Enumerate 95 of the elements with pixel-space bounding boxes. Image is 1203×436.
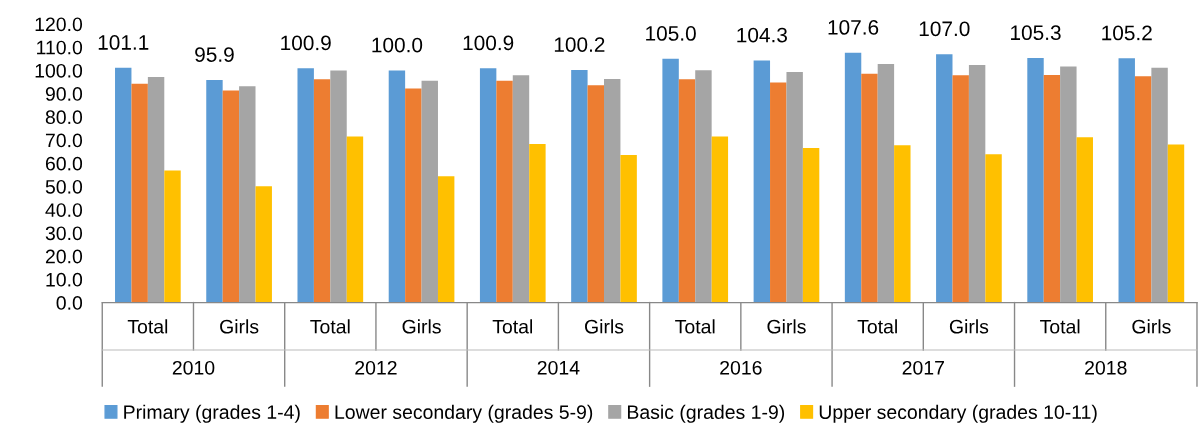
data-label: 100.9 — [463, 35, 514, 51]
bar — [571, 69, 588, 303]
bar — [164, 170, 181, 303]
data-label: 100.9 — [281, 35, 331, 51]
bar — [388, 70, 406, 303]
x-tick-label: Girls — [949, 319, 989, 334]
bar — [968, 65, 986, 303]
bar — [239, 86, 256, 303]
text: 2014 — [537, 360, 580, 375]
legend-label: Basic (grades 1-9) — [627, 404, 785, 423]
bar — [437, 176, 455, 303]
legend-label: Primary (grades 1-4) — [124, 404, 300, 423]
y-tick-label: 90.0 — [45, 87, 83, 101]
x-tick-label: Girls — [767, 319, 806, 334]
bar — [496, 80, 513, 303]
bar — [479, 68, 497, 303]
bar — [604, 79, 621, 303]
data-label: 100.2 — [554, 37, 605, 52]
bar — [753, 60, 771, 303]
bar — [512, 75, 530, 303]
y-tick-label: 50.0 — [45, 179, 83, 194]
y-tick-label: 40.0 — [45, 203, 83, 217]
bar — [115, 67, 132, 303]
x-tick-label: Total — [310, 319, 350, 334]
bar — [620, 154, 637, 303]
text: 2018 — [1085, 360, 1127, 375]
y-tick-label: 60.0 — [45, 156, 83, 171]
text: 2012 — [355, 360, 397, 375]
bar — [421, 80, 438, 303]
x-tick-label: Girls — [1132, 319, 1171, 334]
data-label: 100.0 — [372, 37, 423, 53]
bar — [346, 136, 364, 303]
x-tick-label: Total — [492, 319, 533, 334]
x-tick-label: Total — [127, 319, 168, 334]
x-tick-label: Total — [1040, 319, 1080, 334]
bar — [844, 52, 862, 303]
y-tick-label: 100.0 — [35, 63, 83, 78]
y-tick-label: 30.0 — [45, 226, 83, 241]
legend-label: Lower secondary (grades 5-9) — [335, 404, 593, 423]
y-tick-label: 80.0 — [45, 110, 83, 125]
bar — [1151, 67, 1168, 303]
data-label: 107.6 — [828, 20, 879, 35]
bar — [1118, 58, 1135, 303]
x-tick-label: Girls — [402, 319, 441, 334]
x-tick-label: Total — [857, 319, 897, 334]
x-tick-label: Total — [675, 319, 715, 334]
y-tick-label: 10.0 — [46, 272, 83, 287]
bar — [206, 79, 223, 303]
y-tick-label: 0.0 — [56, 296, 83, 310]
data-label: 105.3 — [1011, 25, 1061, 41]
bar — [297, 68, 314, 303]
bar — [985, 154, 1002, 303]
bar — [894, 145, 911, 303]
bar — [877, 63, 895, 303]
bar — [1043, 75, 1061, 303]
bar — [711, 136, 729, 303]
data-label: 107.0 — [919, 21, 970, 37]
bar — [255, 186, 272, 303]
bar — [678, 79, 696, 303]
x-tick-label: Girls — [585, 319, 624, 334]
bar — [405, 88, 422, 303]
legend-label: Upper secondary (grades 10-11) — [819, 404, 1097, 423]
bar — [330, 70, 347, 303]
bar — [222, 90, 240, 303]
y-tick-label: 70.0 — [45, 133, 83, 148]
bar — [786, 72, 803, 303]
bar — [1134, 76, 1152, 303]
text: 2017 — [902, 360, 944, 375]
bar — [936, 54, 953, 303]
y-tick-label: 110.0 — [37, 40, 83, 55]
data-label: 101.1 — [98, 35, 149, 50]
bar — [952, 75, 969, 303]
bar — [131, 83, 148, 303]
bar — [861, 73, 878, 303]
bar — [662, 58, 679, 303]
data-label: 104.3 — [737, 27, 787, 43]
bar — [587, 85, 605, 303]
bar — [802, 147, 820, 303]
x-tick-label: Girls — [220, 319, 259, 334]
data-label: 105.2 — [1102, 25, 1152, 41]
bar — [313, 79, 331, 303]
y-tick-label: 20.0 — [45, 249, 83, 264]
bar — [1167, 144, 1185, 303]
text: 2016 — [720, 360, 762, 375]
data-label: 105.0 — [646, 26, 696, 41]
bar — [770, 82, 787, 303]
bar — [1060, 66, 1077, 303]
y-tick-label: 120.0 — [35, 17, 83, 32]
bar — [1027, 58, 1044, 303]
bar — [695, 70, 712, 303]
data-label: 95.9 — [195, 47, 234, 62]
bar — [529, 144, 546, 303]
bar — [1076, 137, 1093, 303]
bar — [147, 76, 165, 303]
text: 2010 — [172, 360, 215, 375]
